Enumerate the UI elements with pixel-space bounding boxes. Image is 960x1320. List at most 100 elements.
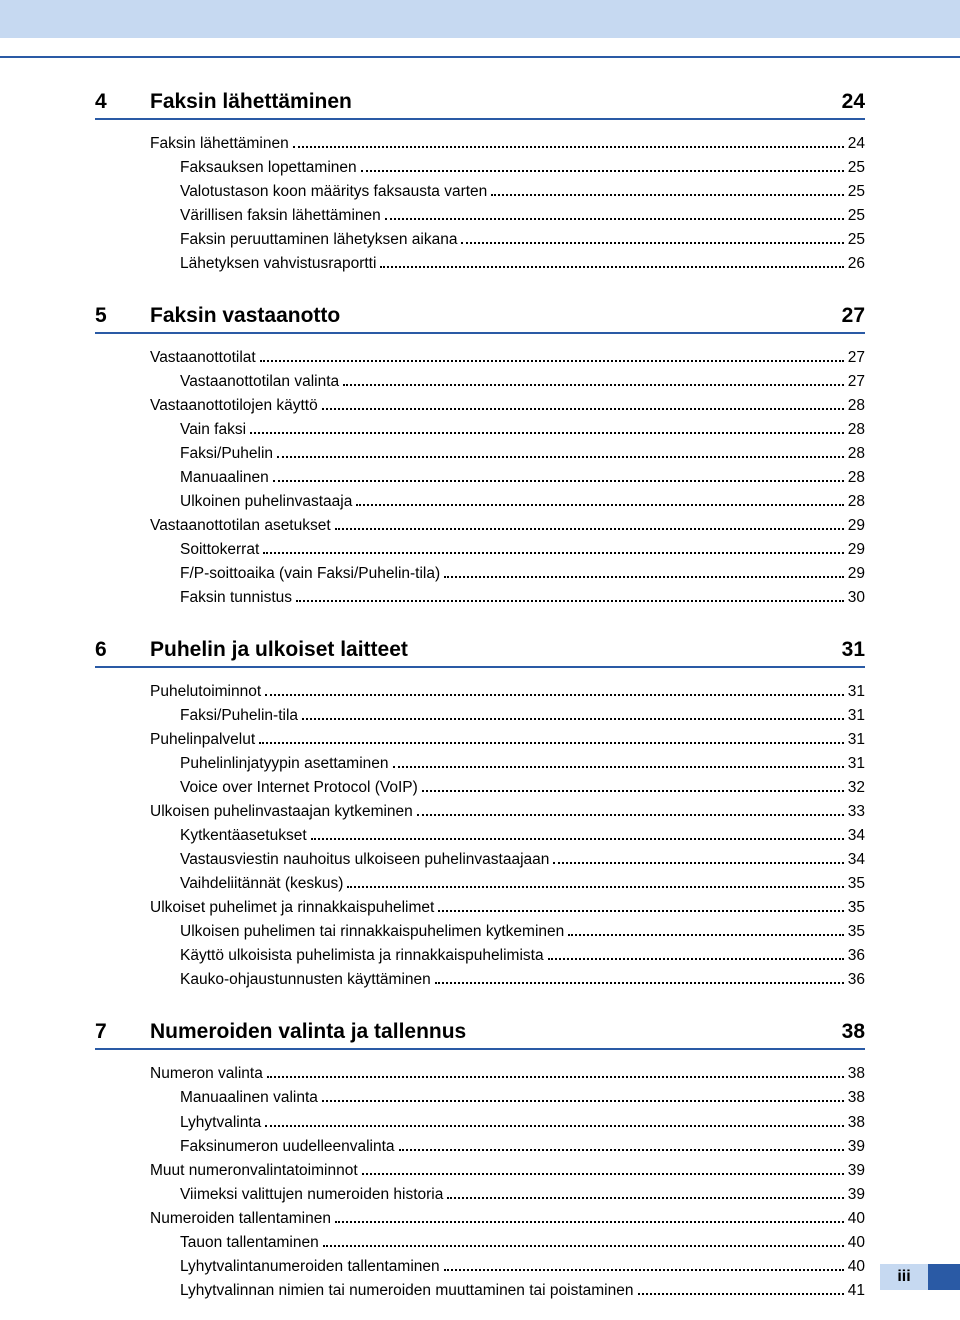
section-title: Numeroiden valinta ja tallennus (150, 1020, 842, 1044)
toc-leader-dots (435, 982, 844, 984)
toc-entry[interactable]: Puhelinlinjatyypin asettaminen31 (150, 752, 865, 776)
section-heading: 4Faksin lähettäminen24 (95, 90, 865, 120)
toc-entry[interactable]: Ulkoinen puhelinvastaaja 28 (150, 490, 865, 514)
toc-entry-page: 30 (848, 586, 865, 610)
toc-entry[interactable]: Vain faksi28 (150, 418, 865, 442)
toc-entry[interactable]: Vastausviestin nauhoitus ulkoiseen puhel… (150, 848, 865, 872)
toc-entry[interactable]: Kytkentäasetukset34 (150, 824, 865, 848)
toc-entry[interactable]: Puhelutoiminnot31 (150, 680, 865, 704)
section-page: 27 (842, 304, 865, 328)
toc-entry[interactable]: Lyhytvalinta38 (150, 1111, 865, 1135)
section-title: Faksin vastaanotto (150, 304, 842, 328)
toc-leader-dots (263, 552, 843, 554)
toc-section: 6Puhelin ja ulkoiset laitteet31Puhelutoi… (95, 638, 865, 992)
section-number: 5 (95, 304, 150, 328)
toc-entry-label: Faksin lähettäminen (150, 132, 289, 156)
section-entries: Faksin lähettäminen24Faksauksen lopettam… (95, 132, 865, 276)
toc-entry-label: Numeroiden tallentaminen (150, 1207, 331, 1231)
toc-entry-label: Faksin tunnistus (180, 586, 292, 610)
toc-entry-label: Kytkentäasetukset (180, 824, 307, 848)
toc-entry[interactable]: Lyhytvalinnan nimien tai numeroiden muut… (150, 1279, 865, 1303)
toc-entry[interactable]: Vastaanottotilan valinta27 (150, 370, 865, 394)
footer-tab-edge (928, 1264, 960, 1290)
toc-entry[interactable]: Faksinumeron uudelleenvalinta39 (150, 1135, 865, 1159)
toc-entry-label: Vastaanottotilan asetukset (150, 514, 331, 538)
toc-entry[interactable]: Ulkoiset puhelimet ja rinnakkaispuhelime… (150, 896, 865, 920)
section-entries: Puhelutoiminnot31Faksi/Puhelin-tila31Puh… (95, 680, 865, 992)
toc-entry[interactable]: Ulkoisen puhelimen tai rinnakkaispuhelim… (150, 920, 865, 944)
toc-leader-dots (356, 504, 843, 506)
toc-leader-dots (293, 146, 844, 148)
toc-entry-page: 29 (848, 562, 865, 586)
toc-entry-label: Kauko-ohjaustunnusten käyttäminen (180, 968, 431, 992)
toc-leader-dots (335, 528, 844, 530)
toc-leader-dots (393, 766, 844, 768)
toc-leader-dots (461, 242, 843, 244)
toc-entry[interactable]: Viimeksi valittujen numeroiden historia3… (150, 1183, 865, 1207)
toc-entry-label: Vastaanottotilojen käyttö (150, 394, 318, 418)
toc-leader-dots (447, 1197, 843, 1199)
toc-entry-label: Lyhytvalintanumeroiden tallentaminen (180, 1255, 440, 1279)
toc-entry-page: 35 (848, 920, 865, 944)
toc-entry-label: Ulkoiset puhelimet ja rinnakkaispuhelime… (150, 896, 434, 920)
toc-entry[interactable]: Käyttö ulkoisista puhelimista ja rinnakk… (150, 944, 865, 968)
toc-entry-page: 27 (848, 370, 865, 394)
toc-entry[interactable]: Vaihdeliitännät (keskus)35 (150, 872, 865, 896)
toc-leader-dots (277, 456, 844, 458)
toc-entry[interactable]: Numeroiden tallentaminen40 (150, 1207, 865, 1231)
toc-entry[interactable]: Faksi/Puhelin28 (150, 442, 865, 466)
toc-entry[interactable]: Manuaalinen valinta38 (150, 1086, 865, 1110)
toc-section: 4Faksin lähettäminen24Faksin lähettämine… (95, 90, 865, 276)
toc-leader-dots (273, 480, 844, 482)
toc-entry[interactable]: Numeron valinta38 (150, 1062, 865, 1086)
toc-entry[interactable]: Tauon tallentaminen40 (150, 1231, 865, 1255)
toc-entry[interactable]: Valotustason koon määritys faksausta var… (150, 180, 865, 204)
toc-entry[interactable]: Voice over Internet Protocol (VoIP)32 (150, 776, 865, 800)
toc-entry[interactable]: Vastaanottotilan asetukset29 (150, 514, 865, 538)
toc-entry[interactable]: Faksauksen lopettaminen25 (150, 156, 865, 180)
toc-entry[interactable]: Lähetyksen vahvistusraportti26 (150, 252, 865, 276)
toc-entry-label: Vastaanottotilat (150, 346, 256, 370)
toc-entry-label: Vastausviestin nauhoitus ulkoiseen puhel… (180, 848, 549, 872)
toc-leader-dots (361, 170, 844, 172)
toc-entry-label: Ulkoinen puhelinvastaaja (180, 490, 352, 514)
toc-entry-page: 35 (848, 872, 865, 896)
toc-leader-dots (553, 862, 843, 864)
toc-entry-label: Manuaalinen (180, 466, 269, 490)
toc-entry-page: 28 (848, 490, 865, 514)
toc-entry[interactable]: Ulkoisen puhelinvastaajan kytkeminen 33 (150, 800, 865, 824)
toc-entry[interactable]: Faksin lähettäminen24 (150, 132, 865, 156)
toc-leader-dots (322, 1100, 844, 1102)
toc-entry-label: Puhelinpalvelut (150, 728, 255, 752)
toc-entry-page: 28 (848, 442, 865, 466)
toc-entry[interactable]: Kauko-ohjaustunnusten käyttäminen36 (150, 968, 865, 992)
section-number: 6 (95, 638, 150, 662)
toc-entry[interactable]: Faksi/Puhelin-tila31 (150, 704, 865, 728)
toc-entry[interactable]: Vastaanottotilat27 (150, 346, 865, 370)
toc-entry-label: Käyttö ulkoisista puhelimista ja rinnakk… (180, 944, 544, 968)
toc-entry[interactable]: Muut numeronvalintatoiminnot39 (150, 1159, 865, 1183)
toc-entry[interactable]: Vastaanottotilojen käyttö28 (150, 394, 865, 418)
section-number: 4 (95, 90, 150, 114)
toc-entry[interactable]: Puhelinpalvelut31 (150, 728, 865, 752)
toc-entry[interactable]: Värillisen faksin lähettäminen25 (150, 204, 865, 228)
toc-entry[interactable]: Lyhytvalintanumeroiden tallentaminen40 (150, 1255, 865, 1279)
footer-page-number: iii (880, 1264, 928, 1290)
toc-entry-label: Lyhytvalinta (180, 1111, 261, 1135)
toc-leader-dots (260, 360, 844, 362)
toc-entry-page: 34 (848, 848, 865, 872)
toc-entry[interactable]: Manuaalinen28 (150, 466, 865, 490)
toc-entry-page: 33 (848, 800, 865, 824)
toc-entry[interactable]: F/P-soittoaika (vain Faksi/Puhelin-tila)… (150, 562, 865, 586)
toc-leader-dots (322, 408, 844, 410)
toc-leader-dots (444, 1269, 844, 1271)
toc-leader-dots (323, 1245, 844, 1247)
toc-entry[interactable]: Soittokerrat29 (150, 538, 865, 562)
toc-entry[interactable]: Faksin tunnistus 30 (150, 586, 865, 610)
toc-entry-page: 40 (848, 1231, 865, 1255)
toc-section: 7Numeroiden valinta ja tallennus38Numero… (95, 1020, 865, 1302)
toc-entry-label: Ulkoisen puhelinvastaajan kytkeminen (150, 800, 413, 824)
toc-entry[interactable]: Faksin peruuttaminen lähetyksen aikana25 (150, 228, 865, 252)
toc-entry-page: 39 (848, 1183, 865, 1207)
toc-entry-page: 26 (848, 252, 865, 276)
